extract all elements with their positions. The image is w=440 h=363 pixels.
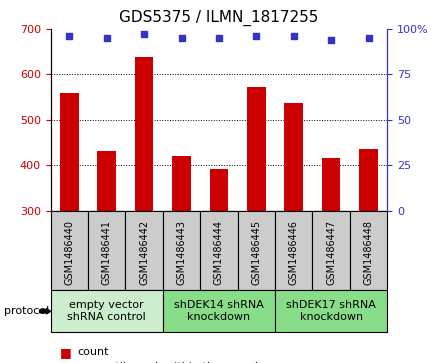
- Text: GSM1486445: GSM1486445: [251, 220, 261, 285]
- Bar: [350, 211, 387, 290]
- Text: empty vector
shRNA control: empty vector shRNA control: [67, 301, 146, 322]
- Text: protocol: protocol: [4, 306, 50, 316]
- Text: GSM1486441: GSM1486441: [102, 220, 112, 285]
- Bar: [51, 290, 163, 332]
- Bar: [238, 211, 275, 290]
- Bar: [163, 211, 200, 290]
- Text: GSM1486444: GSM1486444: [214, 220, 224, 285]
- Text: ■: ■: [59, 346, 71, 359]
- Bar: [172, 156, 191, 211]
- Bar: [284, 103, 303, 211]
- Point: [178, 35, 185, 41]
- Bar: [51, 211, 88, 290]
- Point: [327, 37, 335, 43]
- Bar: [209, 169, 228, 211]
- Text: ■: ■: [59, 360, 71, 363]
- Bar: [135, 57, 154, 211]
- Bar: [88, 211, 125, 290]
- Text: percentile rank within the sample: percentile rank within the sample: [77, 362, 265, 363]
- Bar: [200, 211, 238, 290]
- Point: [365, 35, 372, 41]
- Text: count: count: [77, 347, 109, 357]
- Text: shDEK14 shRNA
knockdown: shDEK14 shRNA knockdown: [174, 301, 264, 322]
- Point: [66, 33, 73, 39]
- Bar: [275, 290, 387, 332]
- Text: GSM1486443: GSM1486443: [176, 220, 187, 285]
- Bar: [60, 93, 79, 211]
- Point: [290, 33, 297, 39]
- Bar: [275, 211, 312, 290]
- Text: GSM1486446: GSM1486446: [289, 220, 299, 285]
- Bar: [163, 290, 275, 332]
- Text: GSM1486448: GSM1486448: [363, 220, 374, 285]
- Bar: [247, 87, 266, 211]
- Bar: [312, 211, 350, 290]
- Text: shDEK17 shRNA
knockdown: shDEK17 shRNA knockdown: [286, 301, 376, 322]
- Bar: [322, 158, 341, 211]
- Point: [216, 35, 222, 41]
- Text: GSM1486442: GSM1486442: [139, 220, 149, 285]
- Text: GSM1486440: GSM1486440: [64, 220, 74, 285]
- Point: [253, 33, 260, 39]
- Point: [141, 32, 148, 37]
- Bar: [97, 151, 116, 211]
- Bar: [359, 149, 378, 211]
- Bar: [125, 211, 163, 290]
- Point: [103, 35, 110, 41]
- Title: GDS5375 / ILMN_1817255: GDS5375 / ILMN_1817255: [119, 10, 319, 26]
- Text: GSM1486447: GSM1486447: [326, 220, 336, 285]
